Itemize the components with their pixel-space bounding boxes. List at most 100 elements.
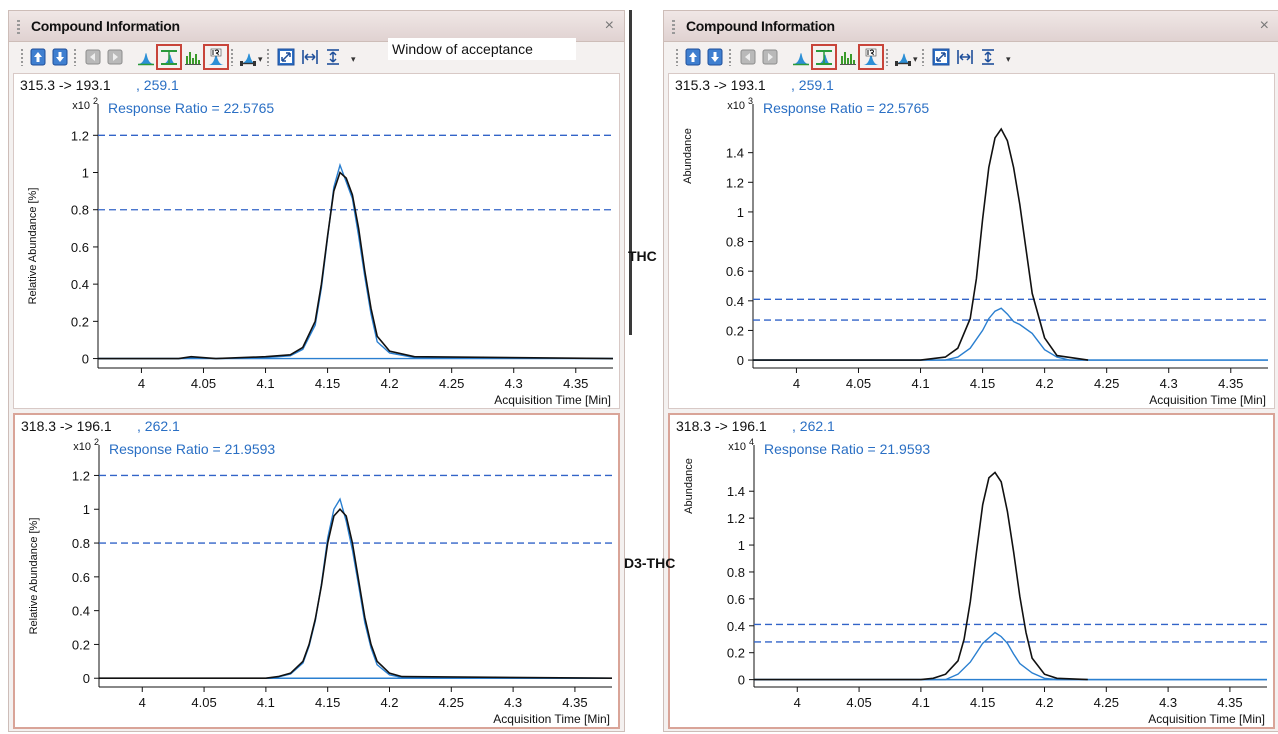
toolbar-overflow-dropdown-icon[interactable]: ▾ <box>1006 54 1011 64</box>
chromatogram-plot-istd: 318.3 -> 196.1 , 262.1 x10 2 Relative Abunda… <box>13 413 620 729</box>
toolbar-separator <box>729 49 731 66</box>
y-tick-label: 0.2 <box>726 323 744 338</box>
close-icon[interactable]: × <box>1259 17 1269 34</box>
toolbar-separator <box>676 49 678 66</box>
toolbar-separator <box>21 49 23 66</box>
y-tick-label: 1 <box>82 166 89 181</box>
chromatogram-plot-qualifier: 315.3 -> 193.1 , 259.1 x10 3 Abundance Respon… <box>668 73 1275 409</box>
drag-grip-icon[interactable] <box>672 20 675 34</box>
x-axis-label: Acquisition Time [Min] <box>1149 393 1266 407</box>
y-tick-label: 0 <box>83 671 90 686</box>
qualifier-trace <box>754 631 1267 681</box>
x-tick-label: 4.1 <box>911 376 929 391</box>
next-icon[interactable] <box>761 48 779 66</box>
y-scale-label: x10 <box>727 100 745 112</box>
y-scale-label: x10 <box>728 441 746 453</box>
y-tick-label: 0.4 <box>726 294 744 309</box>
x-tick-label: 4.15 <box>970 695 995 710</box>
y-tick-label: 1 <box>737 205 744 220</box>
qualifier-ion-label: , 259.1 <box>136 77 179 93</box>
y-tick-label: 0.8 <box>727 565 745 580</box>
fit-horizontal-icon[interactable] <box>301 48 319 66</box>
autoscale-icon[interactable] <box>277 48 295 66</box>
response-ratio-label: Response Ratio = 22.5765 <box>108 100 274 116</box>
toolbar-separator <box>74 49 76 66</box>
quantifier-trace <box>98 171 614 360</box>
thc-label: THC <box>628 248 657 264</box>
quantifier-trace <box>754 471 1088 681</box>
quantifier-trace <box>753 127 1089 361</box>
fit-vertical-icon[interactable] <box>979 48 997 66</box>
spectrum-bars-icon[interactable] <box>839 48 857 66</box>
internal-standard-icon[interactable] <box>203 44 229 70</box>
y-tick-label: 0.8 <box>72 536 90 551</box>
x-tick-label: 4.05 <box>191 376 216 391</box>
y-tick-label: 0.8 <box>726 235 744 250</box>
x-tick-label: 4.2 <box>1035 695 1053 710</box>
qualifier-range-icon[interactable] <box>156 44 182 70</box>
x-tick-label: 4.35 <box>563 376 588 391</box>
y-tick-label: 0.4 <box>727 619 745 634</box>
y-scale-label: x10 <box>72 100 90 112</box>
move-down-icon[interactable] <box>51 48 69 66</box>
autoscale-icon[interactable] <box>932 48 950 66</box>
quantifier-trace <box>99 508 613 680</box>
y-tick-label: 1.4 <box>726 146 744 161</box>
chromatogram-plot-istd: 318.3 -> 196.1, 262.1 x10 4 Abundance Respon… <box>668 413 1275 729</box>
transition-label: 315.3 -> 193.1 <box>20 77 111 93</box>
move-up-icon[interactable] <box>29 48 47 66</box>
x-tick-label: 4.25 <box>439 695 464 710</box>
x-tick-label: 4.35 <box>1217 695 1242 710</box>
fit-horizontal-icon[interactable] <box>956 48 974 66</box>
toolbar-separator <box>886 49 888 66</box>
toolbar-overflow-dropdown-icon[interactable]: ▾ <box>351 54 356 64</box>
toolbar-overflow-dropdown-icon[interactable]: ▾ <box>258 54 263 64</box>
qualifier-range-icon[interactable] <box>811 44 837 70</box>
x-axis-label: Acquisition Time [Min] <box>493 712 610 726</box>
transition-label: 315.3 -> 193.1 <box>675 77 766 93</box>
x-tick-label: 4.25 <box>1094 376 1119 391</box>
transition-label: 318.3 -> 196.1 <box>21 418 112 434</box>
y-tick-label: 0.6 <box>726 264 744 279</box>
x-tick-label: 4.25 <box>1094 695 1119 710</box>
x-tick-label: 4.1 <box>912 695 930 710</box>
drag-grip-icon[interactable] <box>17 20 20 34</box>
panel-title: Compound Information <box>31 18 180 34</box>
y-tick-label: 0.6 <box>727 592 745 607</box>
toolbar-overflow-dropdown-icon[interactable]: ▾ <box>913 54 918 64</box>
y-axis-label: Relative Abundance [%] <box>28 518 40 635</box>
y-tick-label: 0.4 <box>71 277 89 292</box>
previous-icon[interactable] <box>84 48 102 66</box>
panel-toolbar: ▾ ▾ <box>664 42 1278 72</box>
response-ratio-label: Response Ratio = 21.9593 <box>764 441 930 457</box>
qualifier-trace <box>99 497 613 679</box>
move-down-icon[interactable] <box>706 48 724 66</box>
peak-icon[interactable] <box>137 48 155 66</box>
x-tick-label: 4.2 <box>381 376 399 391</box>
x-tick-label: 4.3 <box>504 695 522 710</box>
y-tick-label: 0.4 <box>72 604 90 619</box>
close-icon[interactable]: × <box>604 17 614 34</box>
x-tick-label: 4.2 <box>380 695 398 710</box>
spectrum-bars-icon[interactable] <box>184 48 202 66</box>
panel-divider <box>629 10 632 335</box>
y-tick-label: 0.6 <box>71 240 89 255</box>
x-axis-label: Acquisition Time [Min] <box>494 393 611 407</box>
previous-icon[interactable] <box>739 48 757 66</box>
fit-vertical-icon[interactable] <box>324 48 342 66</box>
internal-standard-icon[interactable] <box>858 44 884 70</box>
y-axis-label: Abundance <box>683 458 695 514</box>
move-up-icon[interactable] <box>684 48 702 66</box>
x-tick-label: 4.2 <box>1036 376 1054 391</box>
next-icon[interactable] <box>106 48 124 66</box>
x-tick-label: 4.15 <box>315 376 340 391</box>
y-tick-label: 1 <box>738 538 745 553</box>
panel-title: Compound Information <box>686 18 835 34</box>
x-tick-label: 4 <box>139 695 146 710</box>
integrate-icon[interactable] <box>239 48 257 66</box>
y-tick-label: 0 <box>738 673 745 688</box>
compound-info-panel-left: Compound Information × ▾ ▾ 315.3 -> 193.1… <box>8 10 625 732</box>
peak-icon[interactable] <box>792 48 810 66</box>
integrate-icon[interactable] <box>894 48 912 66</box>
toolbar-separator <box>267 49 269 66</box>
